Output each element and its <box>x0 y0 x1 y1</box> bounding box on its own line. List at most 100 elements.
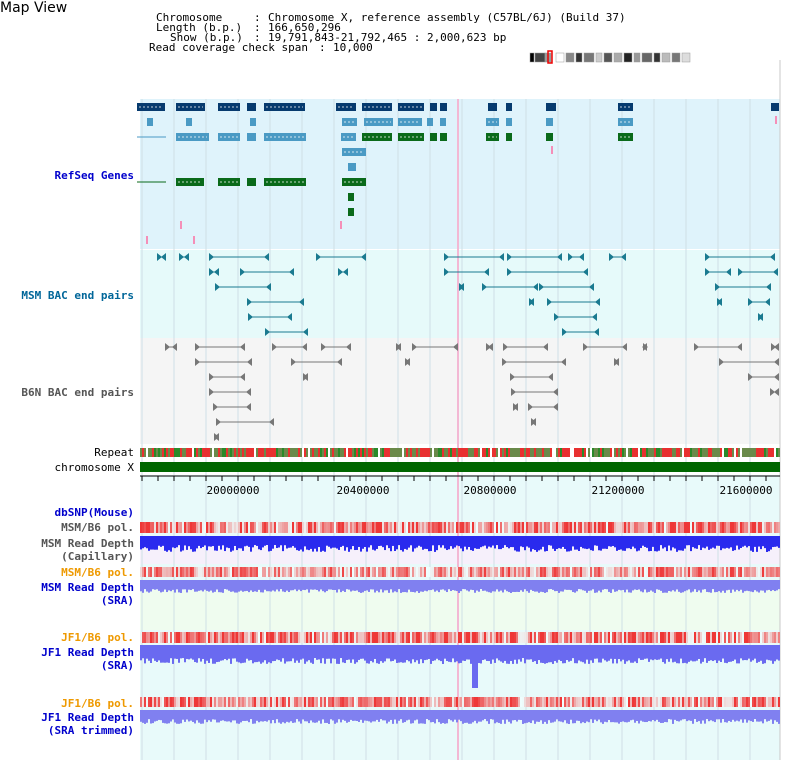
jf1-depth-sra <box>244 645 246 663</box>
msm-b6-pol-bar <box>584 522 586 533</box>
jf1-depth-sra <box>328 645 330 659</box>
msm-b6-pol-bar <box>350 522 352 533</box>
jf1-depth-sra <box>224 645 226 659</box>
msm-b6-pol-bar <box>406 522 408 533</box>
jf1-depth-sra <box>696 645 698 661</box>
jf1-depth-sra <box>330 645 332 664</box>
repeat-segment <box>542 448 544 457</box>
jf1-b6-pol-bar <box>666 632 668 643</box>
msm-depth-capillary <box>634 536 636 549</box>
jf1-b6-pol-bar <box>718 697 720 707</box>
msm-depth-sra <box>560 580 562 592</box>
jf1-b6-pol-bar <box>356 697 358 707</box>
jf1-b6-pol-bar <box>416 632 418 643</box>
jf1-depth-trimmed <box>236 710 238 724</box>
msm-b6-pol-bar <box>266 567 268 577</box>
jf1-b6-pol-bar <box>244 632 246 643</box>
msm-b6-pol-bar <box>288 567 290 577</box>
jf1-b6-pol-bar <box>298 697 300 707</box>
jf1-depth-sra <box>180 645 182 659</box>
msm-b6-pol-bar <box>320 522 322 533</box>
jf1-depth-sra <box>226 645 228 661</box>
jf1-depth-sra <box>446 645 448 662</box>
msm-depth-sra <box>748 580 750 592</box>
msm-depth-capillary <box>580 536 582 547</box>
jf1-depth-trimmed <box>542 710 544 724</box>
msm-depth-capillary <box>648 536 650 552</box>
jf1-depth-sra <box>166 645 168 663</box>
msm-bac-pair-end <box>594 328 599 336</box>
msm-depth-sra <box>468 580 470 592</box>
jf1-depth-trimmed <box>290 710 292 722</box>
jf1-b6-pol-bar <box>734 697 736 707</box>
msm-depth-capillary <box>318 536 320 548</box>
msm-b6-pol-bar <box>718 522 720 533</box>
msm-b6-pol-bar <box>262 567 264 577</box>
b6n-bac-pair-end <box>502 358 507 366</box>
msm-b6-pol-bar <box>650 522 652 533</box>
msm-depth-capillary <box>608 536 610 547</box>
repeat-segment <box>578 448 580 457</box>
jf1-depth-trimmed <box>366 710 368 721</box>
msm-depth-sra <box>258 580 260 590</box>
msm-depth-sra <box>576 580 578 592</box>
jf1-depth-sra <box>418 645 420 664</box>
jf1-b6-pol-bar <box>646 632 648 643</box>
jf1-b6-pol-bar <box>198 632 200 643</box>
msm-b6-pol-bar <box>298 567 300 577</box>
jf1-b6-pol-bar <box>304 697 306 707</box>
msm-depth-sra <box>420 580 422 592</box>
jf1-depth-trimmed <box>244 710 246 721</box>
msm-depth-capillary <box>660 536 662 546</box>
msm-depth-capillary <box>582 536 584 549</box>
jf1-depth-trimmed <box>648 710 650 722</box>
jf1-b6-pol-bar <box>700 632 702 643</box>
msm-b6-pol-bar <box>368 567 370 577</box>
jf1-depth-trimmed <box>184 710 186 722</box>
jf1-b6-pol-bar <box>558 697 560 707</box>
jf1-depth-sra <box>674 645 676 662</box>
track-label-refseq: RefSeq Genes <box>54 169 134 182</box>
msm-b6-pol-bar <box>462 522 464 533</box>
msm-depth-capillary <box>232 536 234 551</box>
repeat-segment <box>260 448 262 457</box>
jf1-depth-sra <box>412 645 414 660</box>
repeat-segment <box>474 448 476 457</box>
jf1-b6-pol-bar <box>676 697 678 707</box>
jf1-b6-pol-bar <box>768 632 770 643</box>
repeat-segment <box>470 448 472 457</box>
msm-b6-pol-bar <box>170 522 172 533</box>
jf1-depth-trimmed <box>526 710 528 723</box>
jf1-depth-trimmed <box>502 710 504 720</box>
msm-depth-capillary <box>188 536 190 547</box>
msm-depth-capillary <box>542 536 544 547</box>
msm-depth-sra <box>460 580 462 592</box>
jf1-b6-pol-bar <box>506 632 508 643</box>
msm-bac-pair-end <box>589 283 594 291</box>
msm-b6-pol-bar <box>622 567 624 577</box>
jf1-b6-pol-bar <box>434 632 436 643</box>
msm-b6-pol-bar <box>176 522 178 533</box>
jf1-depth-sra <box>338 645 340 664</box>
msm-depth-sra <box>690 580 692 593</box>
msm-b6-pol-bar <box>442 522 444 533</box>
msm-depth-sra <box>740 580 742 590</box>
repeat-segment <box>286 448 288 457</box>
jf1-depth-trimmed <box>694 710 696 720</box>
msm-depth-capillary <box>562 536 564 547</box>
msm-b6-pol-bar <box>618 567 620 577</box>
repeat-segment <box>606 448 608 457</box>
jf1-b6-pol-bar <box>266 632 268 643</box>
msm-b6-pol-bar <box>300 567 302 577</box>
msm-b6-pol-bar <box>192 567 194 577</box>
msm-b6-pol-bar <box>628 522 630 533</box>
repeat-segment <box>204 448 206 457</box>
jf1-b6-pol-bar <box>528 632 530 643</box>
jf1-depth-trimmed <box>716 710 718 720</box>
msm-depth-capillary <box>686 536 688 546</box>
jf1-b6-pol-bar <box>518 632 520 643</box>
repeat-segment <box>314 448 316 457</box>
msm-b6-pol-bar <box>506 522 508 533</box>
msm-b6-pol-bar <box>346 522 348 533</box>
